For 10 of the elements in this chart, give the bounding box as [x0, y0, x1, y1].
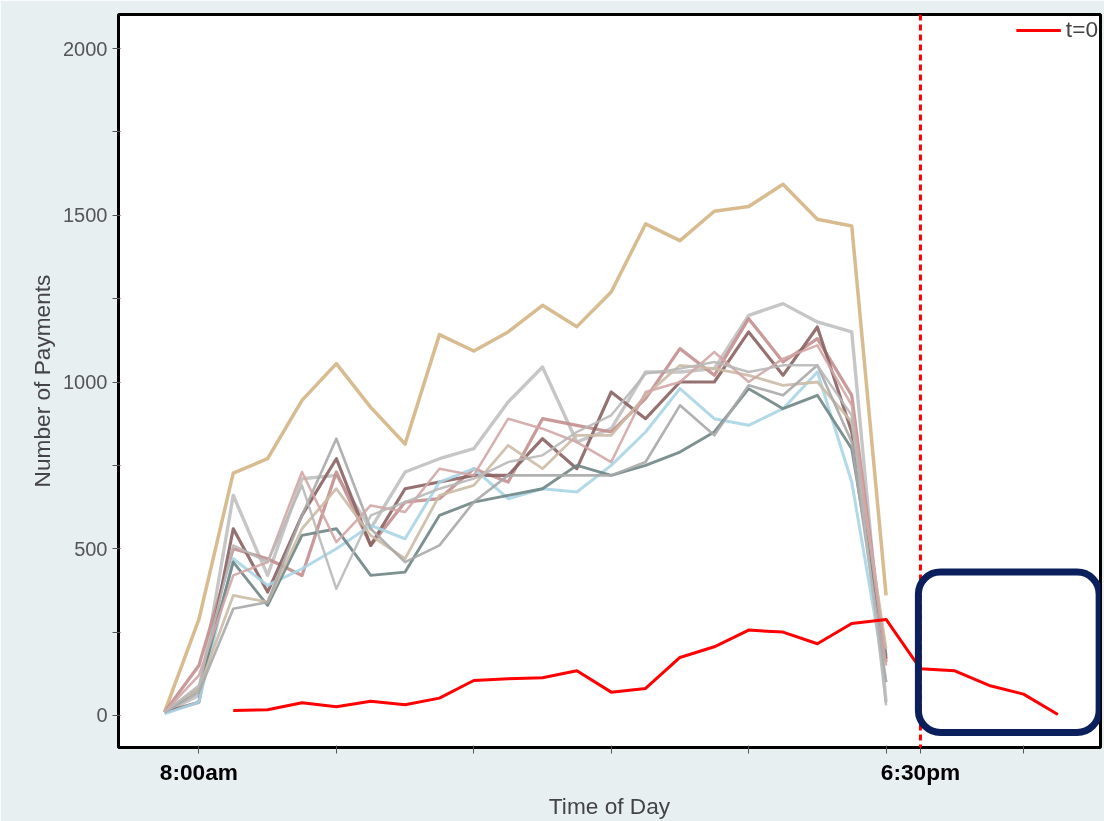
y-tick-label: 1000 [63, 371, 108, 393]
y-tick-label: 0 [96, 704, 108, 727]
x-tick-label: 6:30pm [880, 758, 961, 785]
legend-label: t=0 [1065, 16, 1098, 43]
y-tick-label: 1500 [63, 204, 108, 227]
x-tick-label: 8:00am [159, 758, 238, 785]
y-tick-label: 2000 [63, 37, 108, 60]
x-axis-title: Time of Day [548, 792, 671, 819]
y-axis-title: Number of Payments [29, 274, 56, 488]
y-tick-label: 500 [74, 537, 108, 560]
